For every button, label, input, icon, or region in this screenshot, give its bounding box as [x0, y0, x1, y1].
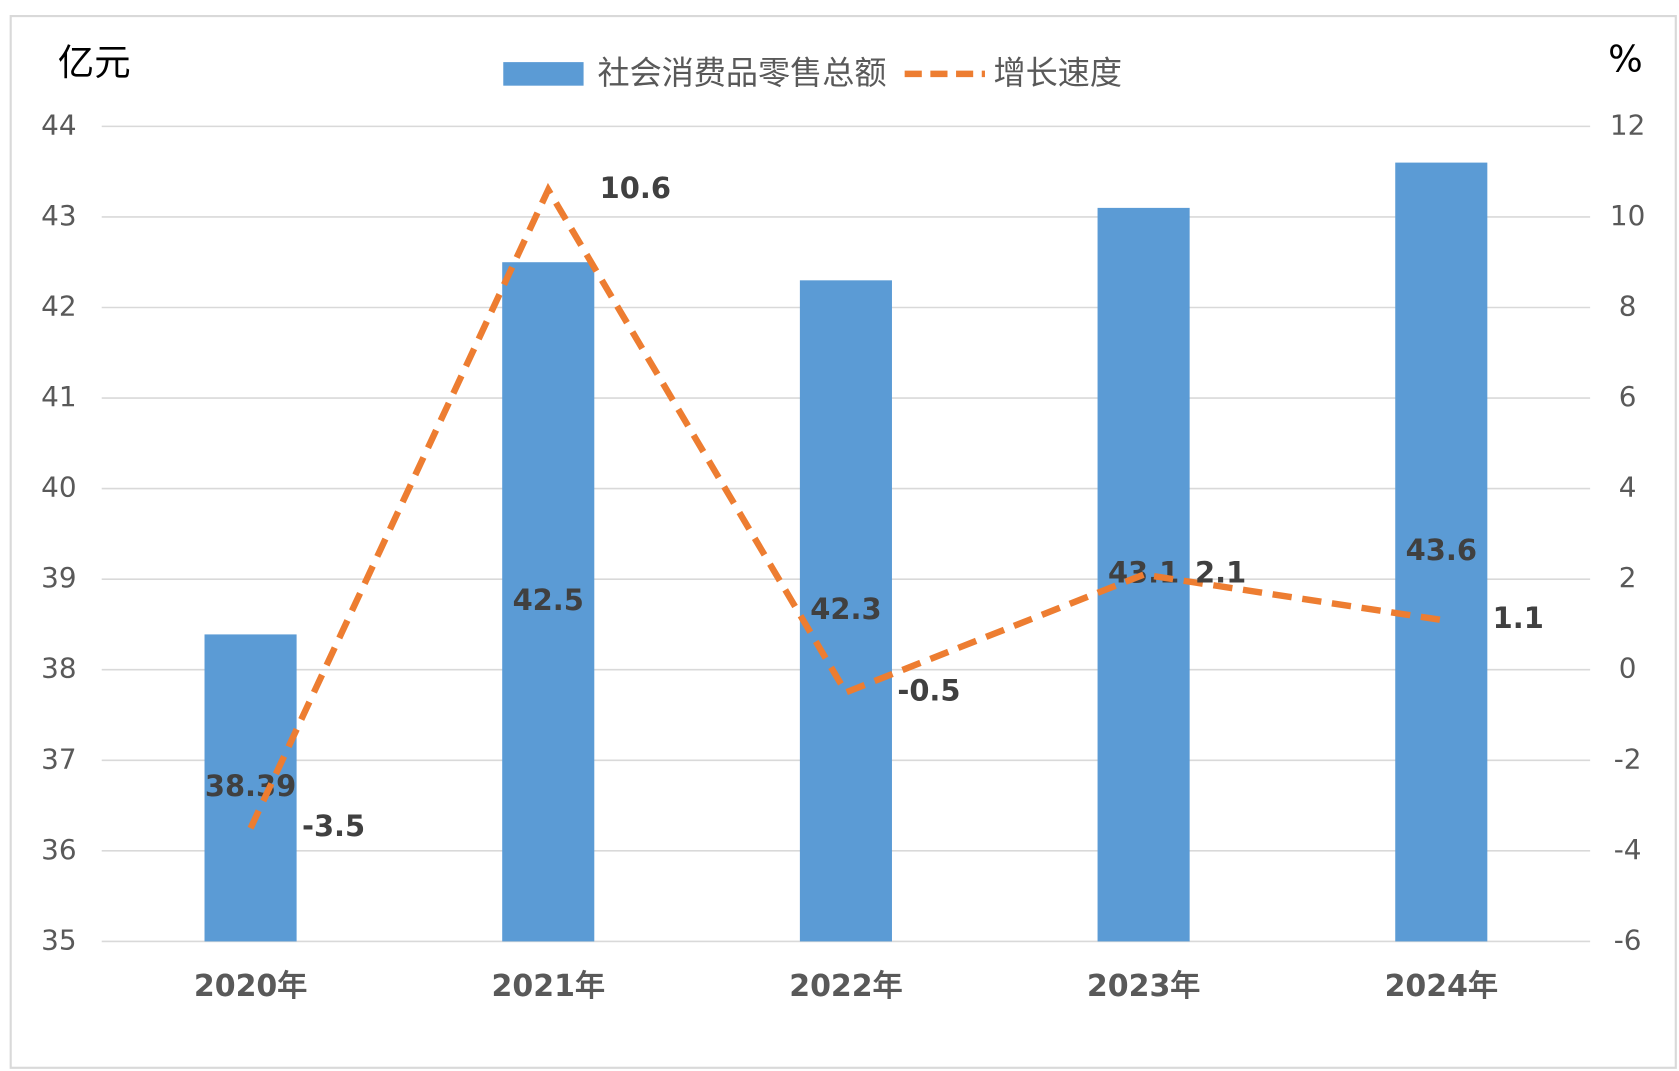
y-tick-label: 35 — [41, 923, 76, 956]
y-tick-label: 40 — [41, 471, 76, 504]
y2-tick-label: 2 — [1619, 561, 1637, 594]
x-tick-label: 2020年 — [194, 969, 307, 1004]
bar-value-label: 42.3 — [810, 592, 881, 626]
y2-tick-label: 0 — [1619, 652, 1637, 685]
y2-tick-label: 12 — [1610, 108, 1645, 141]
bar-value-label: 38.39 — [205, 769, 296, 803]
y2-tick-label: 6 — [1619, 380, 1637, 413]
line-value-label: 10.6 — [600, 171, 671, 205]
y-axis-title: 亿元 — [58, 41, 131, 84]
line-value-label: 2.1 — [1195, 556, 1246, 590]
x-tick-label: 2023年 — [1087, 969, 1200, 1004]
legend-label: 增长速度 — [994, 54, 1122, 92]
bar-value-label: 43.1 — [1108, 556, 1179, 590]
bar — [1395, 162, 1488, 942]
y-tick-label: 44 — [41, 108, 76, 141]
y2-tick-label: -2 — [1614, 742, 1642, 775]
line-value-label: 1.1 — [1493, 601, 1544, 635]
y-tick-label: 38 — [41, 652, 76, 685]
x-tick-label: 2021年 — [492, 969, 605, 1004]
bar — [1097, 207, 1190, 942]
y-tick-label: 39 — [41, 561, 76, 594]
legend-label: 社会消费品零售总额 — [598, 54, 887, 92]
y2-axis-title: % — [1608, 38, 1643, 81]
y-tick-label: 42 — [41, 289, 76, 322]
bar — [799, 280, 892, 942]
y2-tick-label: 8 — [1619, 289, 1637, 322]
y-tick-label: 43 — [41, 199, 76, 232]
legend-swatch — [503, 62, 584, 86]
bar-value-label: 43.6 — [1406, 533, 1477, 567]
line-value-label: -0.5 — [897, 673, 960, 707]
y-tick-label: 37 — [41, 742, 76, 775]
bar — [204, 634, 297, 942]
y-tick-label: 41 — [41, 380, 76, 413]
x-tick-label: 2024年 — [1385, 969, 1498, 1004]
y2-tick-label: 10 — [1610, 199, 1645, 232]
bar-value-label: 42.5 — [513, 583, 584, 617]
bar — [502, 262, 595, 942]
line-value-label: -3.5 — [302, 809, 365, 843]
y2-tick-label: -4 — [1614, 833, 1642, 866]
y2-tick-label: -6 — [1614, 923, 1642, 956]
y2-tick-label: 4 — [1619, 471, 1637, 504]
x-tick-label: 2022年 — [789, 969, 902, 1004]
y-tick-label: 36 — [41, 833, 76, 866]
